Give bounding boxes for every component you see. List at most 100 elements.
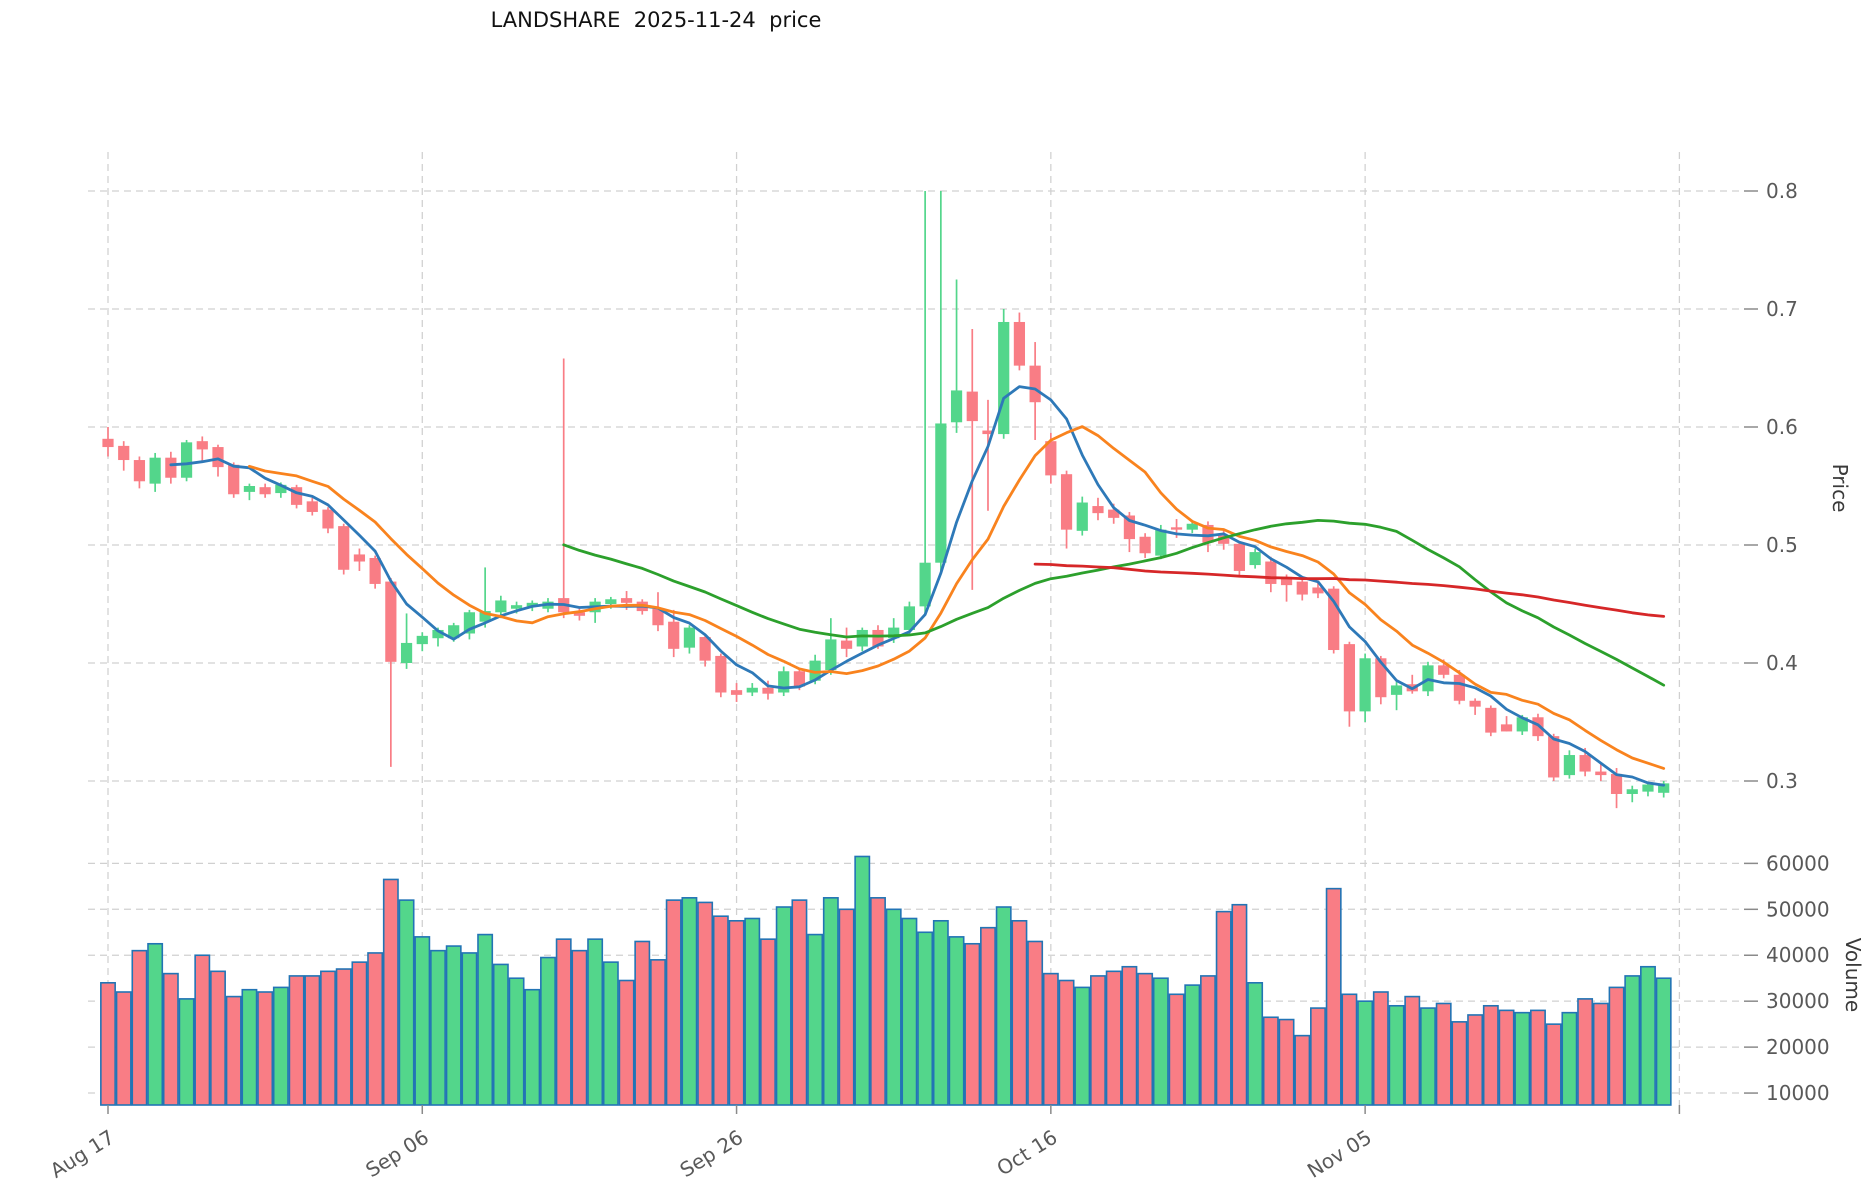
x-tick-label: Sep 06 [361, 1125, 433, 1182]
candle-body-down [1375, 658, 1387, 698]
volume-bar [964, 942, 981, 1106]
volume-bar [1530, 1009, 1546, 1106]
volume-bar [650, 959, 666, 1106]
candle-body-up [149, 457, 161, 484]
right-axis-labels: 0.3 0.4 0.5 0.6 0.7 0.8 10000 20000 30000 40000 50… [1744, 179, 1830, 1105]
candle-body-up [275, 484, 287, 494]
candle-body-up [243, 486, 256, 492]
candle-body-down [1438, 665, 1450, 675]
price-tick-label: 0.5 [1766, 533, 1798, 557]
candle-body-down [1108, 509, 1120, 518]
price-tick-label: 0.3 [1766, 769, 1798, 793]
volume-tick-label: 20000 [1766, 1035, 1830, 1059]
volume-bar [571, 949, 588, 1106]
candle-body-down [102, 438, 114, 448]
candle-body-down [228, 464, 240, 495]
volume-bar [1325, 887, 1342, 1106]
moving-average-lines [169, 385, 1666, 787]
volume-bar [1027, 940, 1044, 1106]
candle-body-up [825, 639, 837, 671]
volume-bar [1435, 1002, 1452, 1106]
ma10-line [247, 425, 1666, 770]
volume-bar [131, 949, 148, 1106]
candle-body-up [495, 600, 507, 613]
candle-body-down [196, 441, 208, 450]
candle-body-down [1060, 474, 1073, 530]
volume-bar [1577, 998, 1594, 1106]
candle-body-down [793, 671, 806, 687]
candle-body-down [1202, 524, 1214, 543]
volume-bar [932, 919, 949, 1106]
candle-body-up [180, 442, 193, 478]
volume-bar [1640, 965, 1656, 1106]
volume-bar [1121, 965, 1138, 1106]
candle-body-up [1626, 789, 1638, 794]
candle-body-down [1500, 724, 1513, 732]
candle-body-down [165, 457, 177, 478]
volume-bar [1184, 984, 1201, 1106]
volume-bar [1451, 1021, 1468, 1106]
volume-bar [807, 933, 824, 1106]
price-tick-label: 0.6 [1766, 415, 1798, 439]
candle-body-up [935, 423, 947, 563]
volume-axis-title: Volume [1841, 937, 1865, 1013]
volume-tick-label: 50000 [1766, 897, 1830, 921]
volume-bar [681, 897, 698, 1106]
volume-bar [1090, 975, 1106, 1106]
candle-body-up [1658, 783, 1670, 793]
candle-body-down [1328, 588, 1340, 651]
candle-body-down [1579, 755, 1591, 772]
candle-body-up [778, 671, 790, 693]
volume-bar [1215, 910, 1232, 1106]
candle-body-up [1390, 685, 1403, 695]
volume-bar [760, 938, 776, 1106]
candle-body-up [1155, 529, 1167, 556]
volume-bar [854, 855, 871, 1106]
volume-bar [665, 899, 682, 1106]
x-tick-label: Aug 17 [46, 1125, 119, 1183]
volume-bar [1482, 1004, 1499, 1106]
volume-bar [1498, 1009, 1515, 1106]
volume-bar [1372, 991, 1389, 1106]
price-tick-label: 0.4 [1766, 651, 1798, 675]
candle-body-up [463, 612, 476, 634]
volume-bar [555, 938, 572, 1106]
candle-body-up [856, 629, 868, 647]
candle-body-down [322, 509, 334, 529]
candle-body-down [259, 487, 271, 495]
volume-bar [1231, 903, 1248, 1106]
candle-body-up [903, 606, 916, 630]
candle-body-down [1265, 561, 1277, 584]
volume-bar [461, 952, 478, 1106]
candle-body-up [809, 660, 821, 681]
x-tick-label: Oct 16 [992, 1125, 1061, 1181]
volume-bar [304, 975, 321, 1106]
candle-body-up [998, 321, 1010, 435]
candle-body-up [1076, 502, 1088, 531]
candle-body-down [118, 445, 130, 461]
candle-body-down [1595, 771, 1607, 776]
x-tick-label: Nov 05 [1303, 1125, 1376, 1183]
volume-bar [351, 961, 368, 1106]
volume-bar [210, 970, 226, 1106]
candle-body-down [620, 598, 633, 603]
candle-body-down [762, 687, 774, 694]
candle-body-up [479, 611, 491, 622]
volume-bar [870, 897, 886, 1106]
candle-body-down [982, 430, 994, 435]
candle-body-up [1359, 658, 1371, 712]
volume-bar [712, 915, 729, 1106]
volume-bar [1042, 972, 1059, 1106]
volume-bar [1404, 995, 1421, 1106]
candle-body-down [133, 460, 146, 482]
volume-bar [194, 954, 211, 1106]
ma5-line [169, 385, 1666, 787]
volume-bar [1592, 1002, 1609, 1106]
candle-body-down [1092, 506, 1104, 514]
volume-bar [1058, 979, 1075, 1106]
candle-body-down [1469, 700, 1481, 707]
volume-bar [430, 949, 446, 1106]
candle-body-down [652, 608, 664, 626]
volume-bar [602, 961, 619, 1106]
